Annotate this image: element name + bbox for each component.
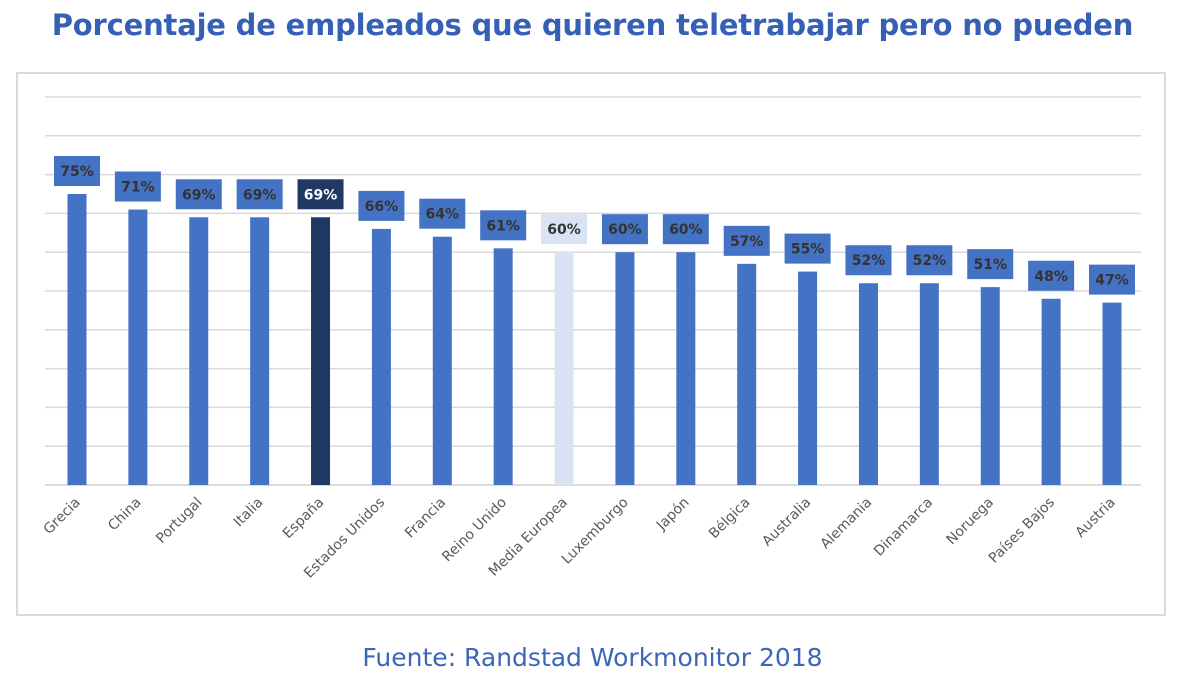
data-label-box xyxy=(1089,264,1135,295)
data-label-box xyxy=(845,245,892,276)
category-label: Australia xyxy=(759,495,814,550)
category-label: España xyxy=(280,495,327,542)
category-label: Alemania xyxy=(818,495,876,553)
data-label: 47% xyxy=(1095,273,1129,289)
category-label: Bélgica xyxy=(706,495,753,542)
bar xyxy=(1102,302,1122,485)
chart-title: Porcentaje de empleados que quieren tele… xyxy=(51,8,1134,42)
category-label: Italia xyxy=(231,495,267,531)
category-label: Japón xyxy=(653,495,693,535)
category-label: Portugal xyxy=(153,495,205,547)
data-label: 60% xyxy=(547,222,581,238)
data-label-box xyxy=(419,198,466,229)
data-label-box xyxy=(601,214,648,245)
data-label: 69% xyxy=(304,187,338,203)
data-label-box xyxy=(175,179,222,210)
bar xyxy=(676,252,696,485)
category-label: Austria xyxy=(1073,495,1119,541)
data-label-box xyxy=(541,214,588,245)
data-label: 71% xyxy=(121,180,155,196)
data-label: 57% xyxy=(730,234,764,250)
bar xyxy=(615,252,635,485)
data-label: 51% xyxy=(973,257,1007,273)
bar-chart: 75% Grecia 71% China 69% Portugal 69% Italia 69%… xyxy=(41,96,1141,582)
category-label: Francia xyxy=(402,495,449,542)
category-label: China xyxy=(105,495,145,535)
bar xyxy=(493,248,513,485)
bar xyxy=(432,236,452,485)
data-label-box xyxy=(967,249,1014,280)
data-label-box xyxy=(784,233,831,264)
data-label-box xyxy=(480,210,527,241)
data-label-box xyxy=(723,225,770,256)
bar xyxy=(798,271,818,485)
bar xyxy=(919,283,939,485)
bar xyxy=(250,217,270,485)
data-label-box xyxy=(662,214,709,245)
data-label: 69% xyxy=(182,187,216,203)
source-note: Fuente: Randstad Workmonitor 2018 xyxy=(362,643,823,672)
bar xyxy=(67,194,87,485)
data-label: 52% xyxy=(913,253,947,269)
data-label: 75% xyxy=(60,164,94,180)
data-label: 60% xyxy=(608,222,642,238)
data-label: 60% xyxy=(669,222,703,238)
data-label-box xyxy=(114,171,161,202)
bar xyxy=(737,263,757,485)
bar xyxy=(980,287,1000,485)
bar xyxy=(311,217,331,485)
category-label: Dinamarca xyxy=(871,495,936,560)
bar xyxy=(1041,298,1061,485)
category-label: Países Bajos xyxy=(986,495,1058,567)
bar xyxy=(128,209,148,485)
data-label-box xyxy=(358,190,405,221)
data-label-box xyxy=(906,245,953,276)
data-label-box xyxy=(1028,260,1075,291)
data-label-box xyxy=(297,179,344,210)
bar xyxy=(858,283,878,485)
bar xyxy=(554,252,574,485)
data-label: 48% xyxy=(1034,269,1068,285)
data-label-box xyxy=(236,179,283,210)
data-label-box xyxy=(54,156,100,186)
bar xyxy=(189,217,209,485)
data-label: 66% xyxy=(365,199,399,215)
data-label: 64% xyxy=(426,207,460,223)
data-label: 69% xyxy=(243,187,277,203)
category-label: Noruega xyxy=(944,495,998,549)
data-label: 61% xyxy=(486,218,520,234)
data-label: 55% xyxy=(791,242,825,258)
data-label: 52% xyxy=(852,253,886,269)
bar xyxy=(371,228,391,486)
category-label: Grecia xyxy=(41,495,84,538)
